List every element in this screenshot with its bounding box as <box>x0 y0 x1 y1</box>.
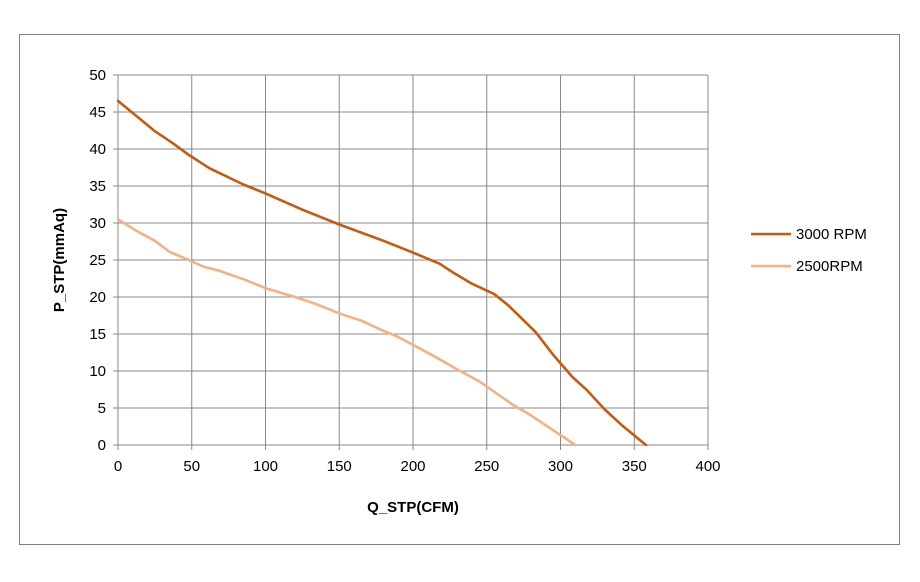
y-tick-label: 0 <box>98 437 106 454</box>
line-chart: 0 50 100 150 200 250 300 350 400 0 5 10 15 20 25 30 35 4… <box>51 67 867 516</box>
y-tick-label: 45 <box>89 104 106 121</box>
x-tick-label: 100 <box>253 458 278 475</box>
x-axis-title: Q_STP(CFM) <box>367 499 459 516</box>
y-tick-labels: 0 5 10 15 20 25 30 35 40 45 50 <box>89 67 106 454</box>
y-axis-title: P_STP(mmAq) <box>51 208 68 312</box>
series-line-1 <box>116 218 577 447</box>
chart-frame: 0 50 100 150 200 250 300 350 400 0 5 10 15 20 25 30 35 4… <box>19 34 900 545</box>
x-tick-label: 200 <box>400 458 425 475</box>
y-tick-label: 15 <box>89 326 106 343</box>
axes <box>113 74 709 450</box>
y-tick-label: 20 <box>89 289 106 306</box>
x-tick-label: 300 <box>548 458 573 475</box>
x-tick-label: 0 <box>114 458 122 475</box>
y-tick-label: 25 <box>89 252 106 269</box>
x-tick-label: 250 <box>474 458 499 475</box>
y-tick-label: 10 <box>89 363 106 380</box>
x-tick-labels: 0 50 100 150 200 250 300 350 400 <box>114 458 721 475</box>
y-tick-label: 40 <box>89 141 106 158</box>
y-tick-label: 30 <box>89 215 106 232</box>
y-tick-label: 35 <box>89 178 106 195</box>
legend-label-1: 2500RPM <box>796 258 863 275</box>
x-tick-label: 50 <box>183 458 200 475</box>
x-tick-label: 350 <box>622 458 647 475</box>
series-line-0 <box>116 99 648 447</box>
series-lines <box>116 99 648 447</box>
y-tick-label: 50 <box>89 67 106 84</box>
x-tick-label: 400 <box>695 458 720 475</box>
x-tick-label: 150 <box>327 458 352 475</box>
grid <box>118 74 709 445</box>
legend-label-0: 3000 RPM <box>796 226 867 243</box>
legend: 3000 RPM 2500RPM <box>751 226 867 275</box>
y-tick-label: 5 <box>98 400 106 417</box>
